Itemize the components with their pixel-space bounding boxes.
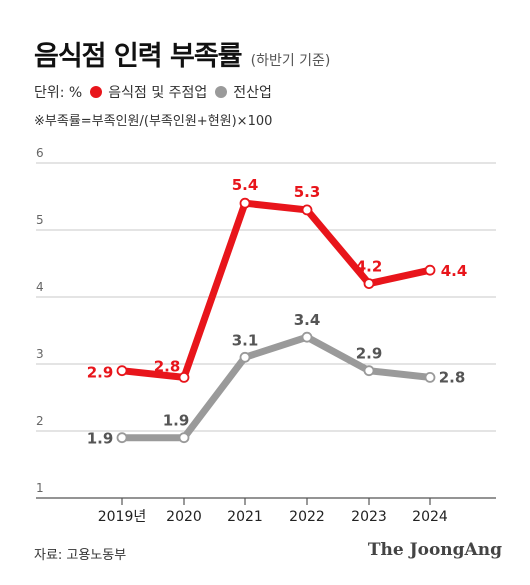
y-tick-label: 4 bbox=[36, 280, 44, 294]
data-point bbox=[239, 351, 251, 363]
y-tick-label: 6 bbox=[36, 146, 44, 160]
y-tick-label: 3 bbox=[36, 347, 44, 361]
title-row: 음식점 인력 부족률 (하반기 기준) bbox=[34, 34, 330, 73]
y-tick-label: 5 bbox=[36, 213, 44, 227]
data-label: 2.8 bbox=[154, 357, 181, 375]
legend: 단위: % 음식점 및 주점업 전산업 bbox=[34, 82, 272, 102]
chart-title: 음식점 인력 부족률 bbox=[34, 41, 243, 72]
x-tick-label: 2019년 bbox=[98, 509, 147, 525]
data-point bbox=[424, 371, 436, 383]
data-point bbox=[178, 432, 190, 444]
data-label: 2.9 bbox=[87, 364, 114, 382]
y-tick-label: 2 bbox=[36, 414, 44, 428]
legend-dot-all-industry bbox=[215, 86, 228, 98]
source-note: 자료: 고용노동부 bbox=[34, 548, 127, 563]
legend-label-all-industry: 전산업 bbox=[233, 85, 272, 101]
data-label: 5.3 bbox=[294, 183, 321, 201]
data-point bbox=[116, 432, 128, 444]
chart-subtitle: (하반기 기준) bbox=[250, 53, 331, 69]
data-label: 4.4 bbox=[441, 262, 468, 280]
data-point bbox=[363, 365, 375, 377]
y-tick-label: 1 bbox=[36, 481, 44, 495]
x-tick-label: 2022 bbox=[289, 509, 325, 525]
data-label: 3.4 bbox=[294, 311, 321, 329]
x-tick-label: 2021 bbox=[227, 509, 263, 525]
legend-label-restaurant: 음식점 및 주점업 bbox=[108, 85, 208, 101]
brand-logo: The JoongAng bbox=[367, 540, 502, 560]
data-label: 2.8 bbox=[439, 368, 466, 386]
data-point bbox=[239, 197, 251, 209]
series-line bbox=[122, 333, 431, 442]
data-label: 2.9 bbox=[356, 345, 383, 363]
data-point bbox=[301, 331, 313, 343]
data-label: 4.2 bbox=[356, 258, 383, 276]
data-point bbox=[424, 264, 436, 276]
x-tick-label: 2023 bbox=[351, 509, 387, 525]
data-point bbox=[301, 204, 313, 216]
data-label: 3.1 bbox=[232, 331, 259, 349]
x-tick-label: 2024 bbox=[412, 509, 448, 525]
series-line bbox=[121, 199, 431, 382]
x-tick-label: 2020 bbox=[166, 509, 202, 525]
formula-note: ※부족률=부족인원/(부족인원+현원)×100 bbox=[34, 114, 273, 129]
data-point bbox=[363, 278, 375, 290]
unit-label: 단위: % bbox=[34, 85, 83, 101]
data-point bbox=[178, 371, 190, 383]
data-label: 5.4 bbox=[232, 176, 259, 194]
data-point bbox=[116, 365, 128, 377]
data-label: 1.9 bbox=[87, 430, 114, 448]
data-label: 1.9 bbox=[163, 412, 190, 430]
legend-dot-restaurant bbox=[90, 86, 103, 98]
